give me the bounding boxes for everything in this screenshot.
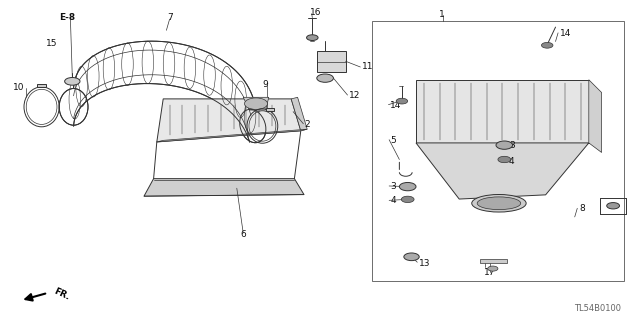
Circle shape: [607, 203, 620, 209]
Text: 14: 14: [390, 101, 402, 110]
Polygon shape: [144, 179, 304, 196]
Circle shape: [244, 98, 268, 109]
Text: 13: 13: [419, 259, 431, 268]
Text: FR.: FR.: [52, 286, 71, 302]
Circle shape: [488, 266, 498, 271]
Polygon shape: [589, 80, 602, 152]
Ellipse shape: [60, 88, 88, 125]
Text: 4: 4: [509, 157, 515, 166]
Circle shape: [399, 182, 416, 191]
Text: 2: 2: [304, 120, 310, 129]
Bar: [372, 21, 624, 281]
Bar: [317, 51, 346, 72]
Circle shape: [307, 35, 318, 41]
Ellipse shape: [240, 109, 266, 143]
Polygon shape: [243, 97, 269, 110]
Polygon shape: [291, 97, 307, 131]
Text: 1: 1: [439, 10, 444, 19]
Circle shape: [404, 253, 419, 261]
Polygon shape: [416, 80, 589, 143]
Circle shape: [65, 78, 80, 85]
Text: 11: 11: [362, 63, 373, 71]
Circle shape: [498, 156, 511, 163]
Text: 17: 17: [484, 268, 495, 277]
Text: 12: 12: [349, 91, 360, 100]
Polygon shape: [157, 129, 307, 142]
Text: 14: 14: [560, 29, 572, 38]
Text: 10: 10: [13, 83, 25, 92]
Circle shape: [541, 42, 553, 48]
Text: 8: 8: [579, 204, 585, 213]
Polygon shape: [157, 99, 301, 142]
Text: 9: 9: [263, 80, 268, 89]
Text: 7: 7: [167, 13, 172, 22]
Ellipse shape: [472, 195, 526, 212]
Text: E-8: E-8: [59, 13, 76, 22]
Circle shape: [496, 141, 513, 149]
Bar: [480, 259, 507, 263]
Bar: [37, 84, 46, 87]
Text: 4: 4: [390, 197, 396, 205]
Polygon shape: [416, 143, 589, 199]
Ellipse shape: [477, 197, 521, 210]
Polygon shape: [74, 41, 256, 142]
Circle shape: [401, 196, 414, 203]
Text: 16: 16: [310, 8, 322, 17]
Bar: [266, 108, 274, 111]
Text: TL54B0100: TL54B0100: [574, 304, 621, 313]
Text: 3: 3: [509, 141, 515, 150]
Text: 3: 3: [390, 182, 396, 191]
Text: 6: 6: [241, 230, 246, 239]
Circle shape: [396, 98, 408, 104]
Text: 5: 5: [390, 136, 396, 145]
Circle shape: [317, 74, 333, 82]
Text: 15: 15: [46, 39, 58, 48]
